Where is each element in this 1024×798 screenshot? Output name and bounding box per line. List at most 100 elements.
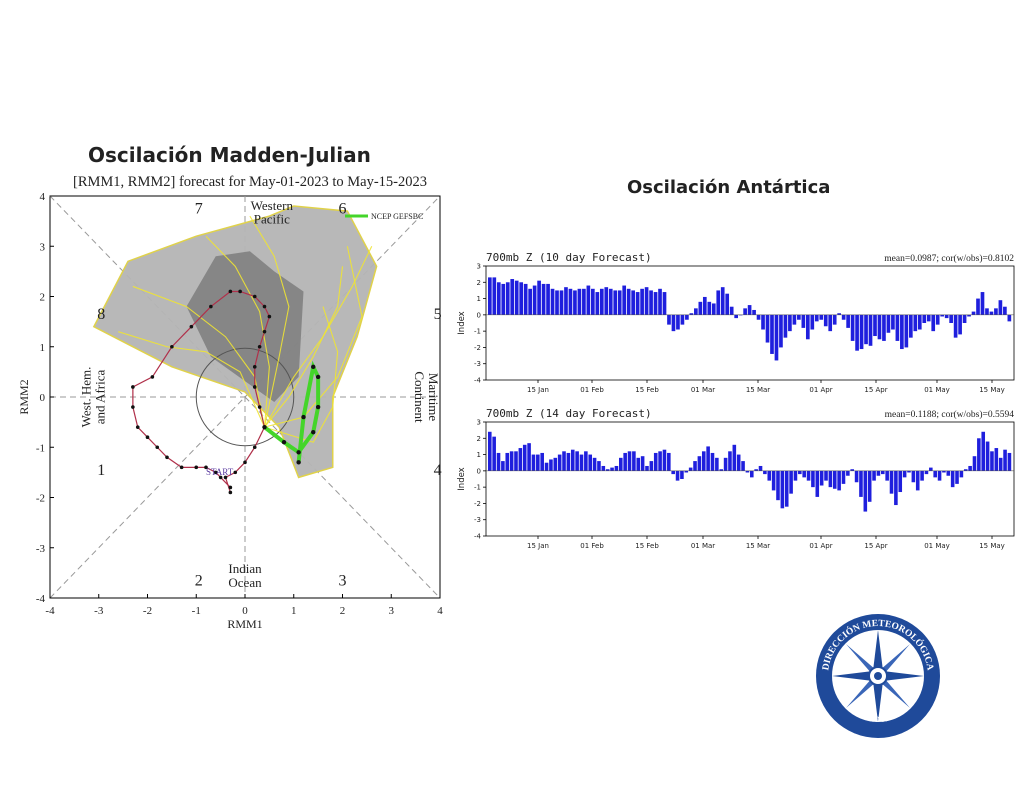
bar: [716, 290, 721, 315]
bar: [958, 314, 962, 335]
bar: [922, 314, 927, 323]
chart-title: 700mb Z (14 day Forecast): [486, 407, 652, 420]
bar: [872, 470, 876, 481]
bar: [579, 454, 584, 471]
observed-point: [252, 445, 257, 450]
observed-point: [145, 435, 150, 440]
bar: [528, 288, 532, 315]
bar: [789, 470, 793, 494]
bar: [644, 287, 649, 315]
region-label-left: West. Hem.: [78, 367, 93, 428]
forecast-point: [311, 429, 316, 435]
bar: [935, 314, 940, 325]
observed-point: [252, 294, 257, 299]
bar: [619, 457, 623, 471]
y-axis-label: Index: [457, 467, 467, 490]
chart-frame: [485, 421, 1015, 537]
mjo-subtitle: [RMM1, RMM2] forecast for May-01-2023 to…: [73, 174, 427, 190]
bar: [1003, 449, 1007, 471]
observed-point: [170, 344, 174, 349]
x-tick-label: 15 May: [979, 542, 1005, 550]
bar: [613, 290, 618, 315]
observed-point: [131, 385, 135, 389]
observed-trajectory: [132, 290, 271, 493]
y-tick-label: -4: [474, 377, 482, 385]
bar: [949, 314, 953, 323]
ensemble-spread-inner: [186, 251, 304, 403]
bar: [501, 461, 505, 471]
bar: [719, 469, 724, 471]
bar: [728, 451, 732, 471]
x-tick-label: 3: [389, 605, 395, 617]
bar: [998, 457, 1003, 471]
phase-label: 8: [97, 306, 105, 323]
x-axis-label: RMM1: [227, 617, 262, 631]
bar: [488, 431, 492, 471]
x-tick-label: 1: [291, 605, 297, 617]
bar: [756, 314, 761, 320]
bar: [972, 456, 977, 471]
bar: [518, 448, 523, 471]
phase-label: 4: [434, 462, 442, 479]
bar: [676, 314, 680, 330]
bar: [868, 314, 873, 346]
phase-label: 3: [339, 572, 347, 589]
bar: [811, 470, 815, 488]
bar: [723, 457, 728, 471]
bar: [959, 470, 964, 478]
y-tick-label: -2: [36, 493, 45, 505]
y-tick-label: 1: [40, 342, 46, 354]
bar: [707, 301, 712, 315]
bar: [649, 461, 654, 471]
phase-label: 7: [195, 201, 203, 218]
bar: [559, 290, 564, 315]
observed-point: [213, 470, 218, 475]
observed-point: [228, 490, 233, 495]
forecast-point: [301, 414, 306, 420]
x-tick-label: 15 Mar: [746, 386, 770, 394]
bar: [805, 314, 810, 340]
ensemble-member-line: [264, 306, 339, 443]
x-tick-label: 01 Apr: [809, 386, 832, 394]
start-label: START: [206, 467, 234, 477]
bar: [566, 452, 571, 471]
bar: [640, 456, 645, 471]
chart-stats: mean=0.0987; cor(w/obs)=0.8102: [884, 253, 1014, 264]
bar: [863, 470, 868, 512]
x-tick-label: 01 Mar: [691, 386, 715, 394]
bar: [550, 288, 555, 315]
bar: [706, 446, 710, 471]
y-tick-label: 0: [40, 392, 46, 404]
region-label-right: Maritime: [426, 373, 441, 422]
bar: [544, 462, 549, 471]
bar: [488, 277, 492, 315]
bar: [608, 288, 613, 315]
bar: [734, 314, 738, 319]
observed-point: [179, 465, 184, 470]
bar: [977, 438, 981, 471]
bar: [814, 314, 819, 322]
bar: [913, 314, 918, 332]
region-label-left: and Africa: [92, 370, 107, 425]
bar: [754, 469, 758, 471]
bar: [841, 314, 846, 320]
observed-point: [135, 425, 140, 429]
bar: [631, 290, 635, 315]
y-tick-label: -3: [36, 543, 46, 555]
bar: [701, 451, 706, 471]
bar: [855, 314, 859, 351]
bar: [627, 451, 632, 471]
bar: [823, 314, 828, 327]
region-label-top: Western: [251, 198, 294, 213]
aao-title: Oscilación Antártica: [627, 177, 831, 198]
bar: [924, 470, 929, 475]
y-axis-label: Index: [457, 311, 467, 334]
bar: [662, 292, 667, 315]
bar: [604, 287, 609, 315]
bar: [926, 314, 931, 322]
observed-point: [257, 405, 262, 409]
unit-circle: [195, 347, 295, 447]
bar: [564, 287, 568, 315]
bar: [815, 470, 820, 497]
bar: [998, 300, 1003, 315]
